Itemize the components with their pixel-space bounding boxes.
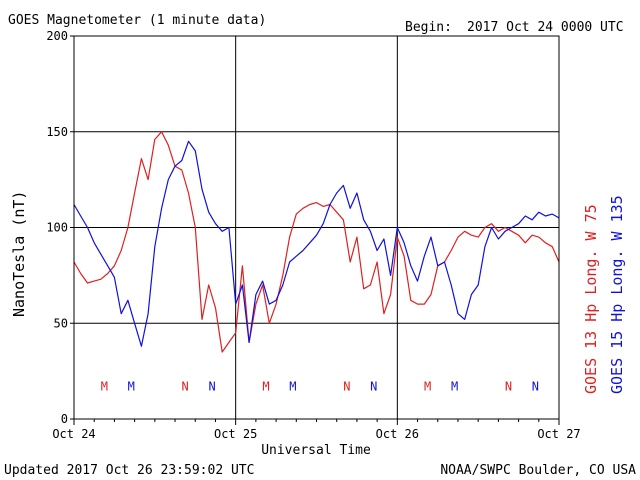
begin-value: 2017 Oct 24 0000 UTC <box>467 20 624 35</box>
x-axis-ticks: Oct 24 Oct 25 Oct 26 Oct 27 <box>52 419 581 441</box>
marker-m: M <box>424 379 431 393</box>
x-tick-label: Oct 26 <box>376 427 419 441</box>
data-series <box>73 131 560 353</box>
series-line-goes15 <box>73 140 560 347</box>
y-tick-label: 100 <box>46 221 68 235</box>
y-tick-label: 150 <box>46 125 68 139</box>
y-tick-label: 200 <box>46 29 68 43</box>
begin-label: Begin: <box>405 20 452 35</box>
x-tick-label: Oct 25 <box>214 427 257 441</box>
chart-title: GOES Magnetometer (1 minute data) <box>8 13 266 28</box>
series-line-goes13 <box>73 131 560 353</box>
marker-n: N <box>343 379 350 393</box>
y-tick-label: 0 <box>61 412 68 426</box>
marker-m: M <box>451 379 458 393</box>
marker-m: M <box>128 379 135 393</box>
marker-m: M <box>101 379 108 393</box>
x-axis-label: Universal Time <box>261 443 371 458</box>
legend-goes13: GOES 13 Hp Long. W 75 <box>582 204 600 394</box>
credit-text: NOAA/SWPC Boulder, CO USA <box>440 463 636 478</box>
marker-n: N <box>532 379 539 393</box>
grid-lines <box>74 36 559 419</box>
updated-timestamp: Updated 2017 Oct 26 23:59:02 UTC <box>4 463 254 478</box>
y-axis-label: NanoTesla (nT) <box>10 191 28 317</box>
plot-frame <box>73 35 560 420</box>
marker-n: N <box>208 379 215 393</box>
marker-m: M <box>262 379 269 393</box>
x-tick-label: Oct 27 <box>537 427 580 441</box>
legend-goes15: GOES 15 Hp Long. W 135 <box>608 195 626 394</box>
marker-n: N <box>182 379 189 393</box>
y-tick-label: 50 <box>54 316 68 330</box>
y-axis-ticks: 0 50 100 150 200 <box>46 29 74 426</box>
marker-n: N <box>370 379 377 393</box>
x-tick-label: Oct 24 <box>52 427 95 441</box>
marker-n: N <box>505 379 512 393</box>
marker-m: M <box>289 379 296 393</box>
